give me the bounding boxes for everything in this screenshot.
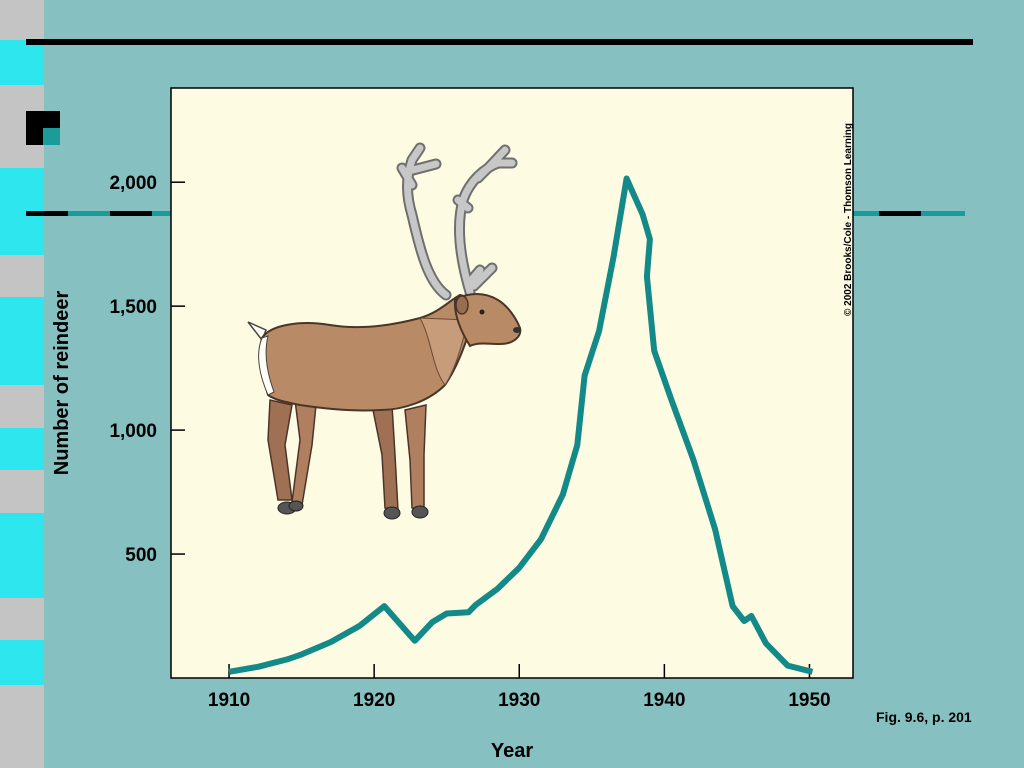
x-axis-title: Year <box>491 740 533 762</box>
copyright-credit: © 2002 Brooks/Cole - Thomson Learning <box>843 123 854 316</box>
eye <box>479 309 485 315</box>
dash-black-1 <box>26 211 68 216</box>
x-tick-label: 1920 <box>353 690 395 711</box>
stripe-segment <box>0 0 44 40</box>
series-line-population <box>228 175 814 675</box>
stripe-segment <box>0 685 44 768</box>
y-tick-label: 1,500 <box>109 297 157 318</box>
bullet-square-black-2 <box>43 111 60 128</box>
dash-teal-4 <box>921 211 965 216</box>
top-rule <box>26 39 973 45</box>
y-axis-title: Number of reindeer <box>51 291 73 476</box>
stripe-segment <box>0 428 44 470</box>
y-tick-label: 500 <box>125 545 157 566</box>
axes: 1910 1920 1930 1940 1950 500 1,000 1,500 2,000 <box>109 173 830 711</box>
x-tick-label: 1910 <box>208 690 250 711</box>
stripe-segment <box>0 255 44 297</box>
ear <box>455 295 469 315</box>
head <box>453 293 522 348</box>
x-tick-label: 1950 <box>788 690 830 711</box>
stripe-segment <box>0 513 44 598</box>
x-tick-label: 1940 <box>643 690 685 711</box>
hoof-4 <box>411 505 429 519</box>
stripe-segment <box>0 385 44 428</box>
series-layer <box>228 175 814 675</box>
reindeer-illustration <box>247 142 522 520</box>
bullet-square-teal <box>43 128 60 145</box>
x-tick-label: 1930 <box>498 690 540 711</box>
y-tick-label: 1,000 <box>109 421 157 442</box>
hoof-3 <box>383 506 401 520</box>
hoof-2 <box>288 500 304 512</box>
figure-caption: Fig. 9.6, p. 201 <box>876 709 972 725</box>
left-dash-row <box>26 211 172 216</box>
stripe-segment <box>0 470 44 513</box>
nose <box>513 327 521 333</box>
dash-teal-2 <box>152 211 172 216</box>
stripe-segment <box>0 598 44 640</box>
left-decorative-stripe <box>0 0 44 768</box>
dash-black-3 <box>879 211 921 216</box>
stripe-segment <box>0 297 44 385</box>
bullet-square-black-1 <box>26 111 43 128</box>
stripe-segment <box>0 40 44 85</box>
right-dash-row <box>853 211 965 216</box>
rump-patch <box>258 335 275 396</box>
stripe-segment <box>0 640 44 685</box>
dash-black-2 <box>110 211 152 216</box>
antler-fill <box>398 144 516 299</box>
bullet-square-black-3 <box>26 128 43 145</box>
dash-teal-3 <box>853 211 879 216</box>
dash-teal-1 <box>68 211 110 216</box>
y-tick-label: 2,000 <box>109 173 157 194</box>
